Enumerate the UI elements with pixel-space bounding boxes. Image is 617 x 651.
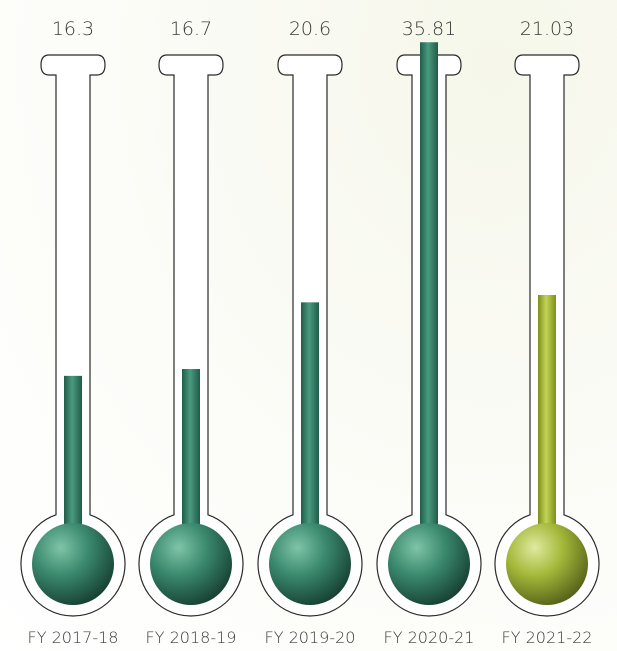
bar-2 xyxy=(182,369,200,538)
thermometer-4: 35.81 FY 2020-21 xyxy=(376,18,482,647)
category-label-5: FY 2021-22 xyxy=(502,628,593,647)
thermometer-glass xyxy=(138,54,244,617)
bar-4 xyxy=(420,42,438,539)
category-label-4: FY 2020-21 xyxy=(384,628,475,647)
bar-1 xyxy=(64,375,82,538)
thermometer-3: 20.6 FY 2019-20 xyxy=(257,18,363,647)
category-label-2: FY 2018-19 xyxy=(146,628,237,647)
thermometer-5: 21.03 FY 2021-22 xyxy=(494,18,600,647)
bulb-1 xyxy=(32,523,114,605)
thermometer-1: 16.3 FY 2017-18 xyxy=(20,18,126,647)
category-label-3: FY 2019-20 xyxy=(265,628,356,647)
data-label-4: 35.81 xyxy=(402,18,456,40)
thermometer-2: 16.7 FY 2018-19 xyxy=(138,18,244,647)
bulb-5 xyxy=(506,523,588,605)
bulb-3 xyxy=(269,523,351,605)
thermometer-glass xyxy=(20,54,126,617)
data-label-2: 16.7 xyxy=(170,18,212,40)
bar-5 xyxy=(538,294,556,538)
bar-3 xyxy=(301,302,319,538)
bulb-2 xyxy=(150,523,232,605)
data-label-5: 21.03 xyxy=(520,18,574,40)
data-label-3: 20.6 xyxy=(289,18,331,40)
bulb-4 xyxy=(388,523,470,605)
data-label-1: 16.3 xyxy=(52,18,94,40)
category-label-1: FY 2017-18 xyxy=(28,628,119,647)
